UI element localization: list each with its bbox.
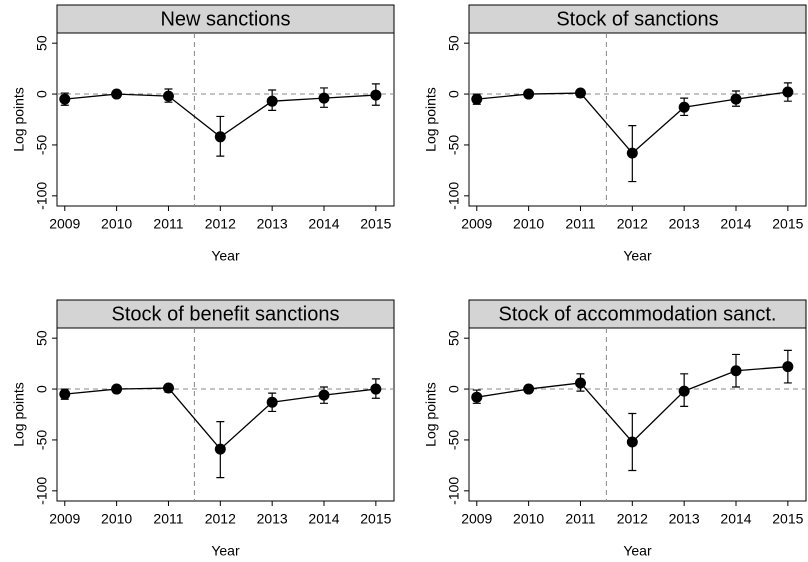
x-tick-label: 2015 xyxy=(772,216,803,232)
x-tick-label: 2013 xyxy=(257,511,288,527)
point xyxy=(730,365,742,377)
point xyxy=(574,87,586,99)
point xyxy=(782,86,794,98)
y-tick-label: 0 xyxy=(446,90,462,98)
y-tick-label: -100 xyxy=(446,477,462,505)
y-axis-label: Log points xyxy=(423,382,439,447)
y-tick-label: 50 xyxy=(34,35,50,51)
title-box xyxy=(56,4,395,34)
x-tick-label: 2014 xyxy=(308,511,339,527)
point xyxy=(162,90,174,102)
x-tick-label: 2010 xyxy=(513,216,544,232)
y-tick-label: -100 xyxy=(34,477,50,505)
x-axis-label: Year xyxy=(623,248,652,264)
panel-title: New sanctions xyxy=(160,8,290,30)
x-tick-label: 2012 xyxy=(205,216,236,232)
x-tick-label: 2009 xyxy=(49,511,80,527)
x-tick-label: 2014 xyxy=(308,216,339,232)
panel-title: Stock of benefit sanctions xyxy=(112,303,340,325)
title-box xyxy=(468,299,807,329)
title-box xyxy=(56,299,395,329)
x-tick-label: 2014 xyxy=(720,511,751,527)
x-tick-label: 2012 xyxy=(617,216,648,232)
y-axis-label: Log points xyxy=(423,87,439,152)
y-tick-label: 50 xyxy=(34,330,50,346)
x-tick-label: 2013 xyxy=(257,216,288,232)
y-tick-label: -100 xyxy=(446,182,462,210)
y-tick-label: 50 xyxy=(446,35,462,51)
x-tick-label: 2009 xyxy=(461,216,492,232)
point xyxy=(626,147,638,159)
point xyxy=(59,388,71,400)
point xyxy=(730,93,742,105)
y-axis-label: Log points xyxy=(11,382,27,447)
plot-frame xyxy=(56,32,395,207)
panel-title: Stock of sanctions xyxy=(556,8,718,30)
x-tick-label: 2013 xyxy=(669,511,700,527)
x-tick-label: 2010 xyxy=(513,511,544,527)
x-tick-label: 2010 xyxy=(101,511,132,527)
point xyxy=(111,88,123,100)
x-axis-label: Year xyxy=(623,543,652,559)
point xyxy=(626,436,638,448)
point xyxy=(266,95,278,107)
y-tick-label: 0 xyxy=(34,385,50,393)
point xyxy=(266,396,278,408)
plot-frame xyxy=(468,32,807,207)
x-tick-label: 2011 xyxy=(565,511,595,527)
x-tick-label: 2015 xyxy=(360,511,391,527)
plot-frame xyxy=(468,327,807,502)
y-tick-label: 0 xyxy=(34,90,50,98)
x-tick-label: 2010 xyxy=(101,216,132,232)
x-tick-label: 2015 xyxy=(360,216,391,232)
plot-frame xyxy=(56,327,395,502)
point xyxy=(471,93,483,105)
y-tick-label: -50 xyxy=(446,430,462,450)
x-tick-label: 2013 xyxy=(669,216,700,232)
x-axis-label: Year xyxy=(211,248,240,264)
point xyxy=(111,383,123,395)
point xyxy=(471,391,483,403)
x-tick-label: 2015 xyxy=(772,511,803,527)
x-tick-label: 2009 xyxy=(461,511,492,527)
point xyxy=(318,92,330,104)
x-tick-label: 2014 xyxy=(720,216,751,232)
title-box xyxy=(468,4,807,34)
point xyxy=(523,383,535,395)
point xyxy=(678,385,690,397)
point xyxy=(162,382,174,394)
y-axis-label: Log points xyxy=(11,87,27,152)
x-tick-label: 2011 xyxy=(565,216,595,232)
point xyxy=(523,88,535,100)
x-tick-label: 2012 xyxy=(617,511,648,527)
y-tick-label: -50 xyxy=(446,135,462,155)
x-tick-label: 2012 xyxy=(205,511,236,527)
y-tick-label: -50 xyxy=(34,135,50,155)
x-tick-label: 2011 xyxy=(153,511,183,527)
point xyxy=(574,377,586,389)
y-tick-label: 0 xyxy=(446,385,462,393)
point xyxy=(214,443,226,455)
panel-title: Stock of accommodation sanct. xyxy=(499,303,777,325)
point xyxy=(59,93,71,105)
x-tick-label: 2009 xyxy=(49,216,80,232)
x-axis-label: Year xyxy=(211,543,240,559)
y-tick-label: -100 xyxy=(34,182,50,210)
x-tick-label: 2011 xyxy=(153,216,183,232)
point xyxy=(782,361,794,373)
point xyxy=(370,89,382,101)
y-tick-label: -50 xyxy=(34,430,50,450)
point xyxy=(678,101,690,113)
point xyxy=(370,383,382,395)
y-tick-label: 50 xyxy=(446,330,462,346)
point xyxy=(214,131,226,143)
point xyxy=(318,389,330,401)
